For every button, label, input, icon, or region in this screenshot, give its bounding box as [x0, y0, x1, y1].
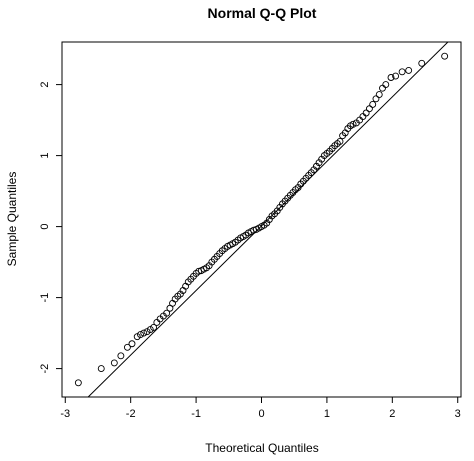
data-point	[349, 120, 357, 128]
data-point	[153, 319, 161, 326]
data-point	[418, 59, 426, 67]
data-point	[365, 105, 373, 113]
data-point	[372, 95, 380, 103]
data-point	[387, 74, 395, 81]
data-point	[123, 343, 131, 351]
y-tick-label: 2	[39, 82, 51, 88]
data-point	[379, 84, 386, 92]
y-axis-label: Sample Quantiles	[5, 172, 19, 267]
data-point	[405, 66, 413, 74]
y-tick-label: 0	[39, 224, 51, 230]
data-point	[137, 331, 144, 338]
qq-reference-line	[87, 42, 449, 397]
plot-area	[74, 42, 449, 397]
data-point	[336, 137, 344, 145]
x-axis: -3 -2 -1 0 1 2 3	[60, 396, 461, 420]
data-point	[375, 91, 383, 98]
data-point	[369, 101, 377, 108]
x-tick-label: 2	[389, 408, 395, 420]
data-point	[74, 379, 82, 387]
data-point	[150, 323, 158, 331]
x-tick-label: -3	[60, 408, 70, 420]
chart-title: Normal Q-Q Plot	[208, 5, 317, 21]
x-tick-label: -1	[191, 408, 201, 420]
x-axis-label: Theoretical Quantiles	[205, 441, 318, 455]
data-point	[359, 113, 367, 121]
data-point	[382, 81, 390, 89]
data-point	[117, 352, 125, 360]
data-point	[140, 329, 148, 337]
data-point	[392, 72, 400, 80]
data-point	[163, 309, 171, 317]
y-tick-label: -2	[39, 364, 51, 374]
y-axis: -2 -1 0 1 2	[39, 82, 63, 374]
data-point	[398, 68, 406, 76]
x-tick-label: -2	[126, 408, 136, 420]
plot-frame	[61, 41, 462, 398]
y-tick-label: 1	[39, 153, 51, 159]
x-tick-label: 0	[258, 408, 264, 420]
x-tick-label: 1	[324, 408, 330, 420]
data-point	[110, 359, 118, 367]
data-point	[441, 52, 449, 60]
data-point	[128, 340, 136, 348]
y-tick-label: -1	[39, 293, 51, 303]
data-point	[97, 365, 105, 373]
data-point	[362, 109, 370, 117]
x-tick-label: 3	[455, 408, 461, 420]
